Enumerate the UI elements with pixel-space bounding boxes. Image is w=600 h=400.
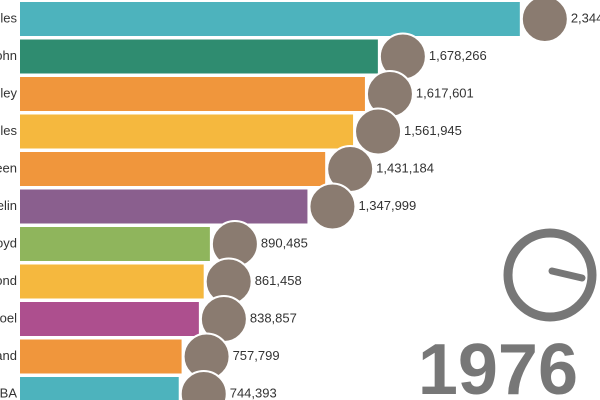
- value-label: 757,799: [233, 348, 280, 363]
- value-label: 2,344: [571, 10, 600, 25]
- artist-photo: [179, 370, 228, 400]
- value-label: 861,458: [255, 273, 302, 288]
- clock-icon: [503, 228, 597, 322]
- category-label: BBA: [0, 385, 17, 400]
- bar: [20, 189, 308, 224]
- value-label: 1,678,266: [429, 48, 487, 63]
- bar: [20, 39, 378, 74]
- bar: [20, 264, 204, 299]
- value-label: 1,347,999: [358, 198, 416, 213]
- artist-photo: [520, 0, 569, 43]
- artist-photo: [308, 182, 357, 231]
- bar: [20, 114, 354, 149]
- bar: [20, 377, 179, 400]
- value-label: 1,561,945: [404, 123, 462, 138]
- value-label: 744,393: [230, 385, 277, 400]
- value-label: 838,857: [250, 310, 297, 325]
- category-label: oel: [0, 310, 17, 325]
- category-label: ley: [0, 85, 17, 100]
- category-label: ohn: [0, 48, 17, 63]
- bar: [20, 339, 182, 374]
- year-label: 1976: [418, 330, 578, 400]
- artist-photo: [354, 107, 403, 156]
- category-label: and: [0, 348, 17, 363]
- bar: [20, 302, 199, 336]
- category-label: ond: [0, 273, 17, 288]
- value-label: 1,617,601: [416, 85, 474, 100]
- bar: [20, 2, 520, 36]
- category-label: elin: [0, 198, 17, 213]
- bar: [20, 152, 326, 186]
- category-label: gles: [0, 10, 17, 25]
- bar: [20, 77, 365, 111]
- category-label: les: [0, 123, 17, 138]
- value-label: 890,485: [261, 235, 308, 250]
- category-label: oyd: [0, 235, 17, 250]
- value-label: 1,431,184: [376, 160, 434, 175]
- category-label: een: [0, 160, 17, 175]
- bar: [20, 227, 210, 261]
